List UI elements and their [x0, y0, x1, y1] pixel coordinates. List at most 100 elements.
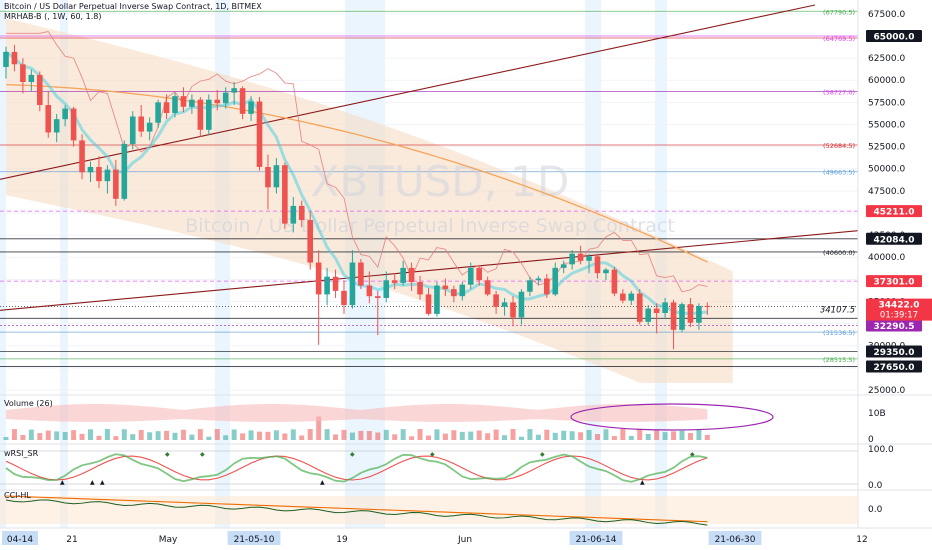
candle-body [3, 51, 9, 67]
volume-bar [62, 432, 68, 440]
candle-body [645, 308, 651, 322]
candle-body [53, 119, 60, 133]
volume-bar [434, 429, 440, 440]
candle-body [636, 293, 643, 322]
candle-body [341, 290, 347, 306]
volume-bar [637, 429, 643, 440]
volume-bar [45, 430, 51, 440]
candle-body [70, 108, 77, 141]
wrsi-pane-label: wRSI_SR [4, 449, 39, 458]
volume-bar [569, 431, 575, 440]
volume-bar [214, 429, 220, 440]
price-tag-label: 37301.0 [874, 278, 915, 288]
volume-bar [535, 434, 541, 440]
price-tag-label: 65000.0 [874, 32, 915, 42]
volume-bar [349, 432, 355, 440]
volume-bar [476, 430, 482, 440]
candle-body [20, 64, 26, 82]
x-tick-label: Jun [457, 535, 472, 545]
volume-bar [400, 429, 406, 440]
candle-body [425, 294, 432, 314]
symbol-title: Bitcoin / US Dollar Perpetual Inverse Sw… [4, 2, 262, 11]
candle-body [239, 88, 246, 114]
trendline-lower [0, 230, 859, 311]
volume-bar [375, 432, 381, 440]
candle-body [493, 294, 499, 307]
time-highlight-band [60, 0, 68, 528]
wrsi-axis-100: 100.0 [868, 445, 894, 455]
cci-axis-0: 0.0 [868, 505, 883, 515]
wrsi-line [5, 453, 708, 483]
candle-body [155, 102, 161, 123]
candle-body [62, 108, 68, 120]
time-label-highlight [227, 531, 281, 545]
volume-bar [138, 429, 144, 440]
candle-body [434, 285, 440, 314]
level-annotation: (58727.0) [823, 88, 855, 96]
volume-bar [628, 435, 634, 440]
y-tick-label: 50000.0 [868, 165, 905, 175]
volume-bar [11, 429, 17, 440]
level-annotation: (67790.5) [823, 8, 855, 16]
watermark-symbol: XBTUSD, 1D [311, 157, 570, 206]
candle-body [197, 99, 204, 130]
volume-bar [164, 430, 170, 440]
candle-body [248, 101, 254, 114]
volume-bar [459, 431, 465, 440]
candle-body [87, 166, 94, 173]
y-tick-label: 57500.0 [868, 98, 905, 108]
level-annotation: (49663.5) [823, 169, 855, 177]
volume-bar [620, 429, 626, 440]
volume-axis-10b: 10B [868, 409, 886, 419]
volume-bar [409, 436, 415, 440]
volume-bar [265, 431, 271, 440]
trendline-upper [0, 4, 816, 180]
volume-bar [671, 431, 677, 440]
price-tag-label: 45211.0 [874, 208, 915, 218]
volume-bar [502, 435, 508, 440]
x-tick-label: 21-06-30 [715, 535, 756, 545]
candle-body [146, 122, 153, 132]
level-annotation: (52684.5) [823, 142, 855, 150]
candle-body [569, 253, 575, 265]
volume-bar [333, 434, 339, 440]
candle-body [366, 285, 373, 297]
volume-bar [561, 430, 567, 440]
candle-body [189, 99, 195, 107]
price-tag-box [866, 360, 922, 373]
time-label-highlight [2, 531, 38, 545]
volume-bar [704, 434, 710, 440]
candle-body [28, 74, 35, 82]
candle-body [172, 96, 178, 113]
candle-body [417, 282, 423, 295]
wrsi-marker: ▲ [100, 479, 105, 486]
volume-bar [223, 435, 229, 440]
candle-body [467, 267, 474, 285]
x-tick-label: 12 [856, 535, 867, 545]
price-tag-label: 32290.5 [874, 322, 915, 332]
candle-body [662, 302, 668, 313]
volume-bar [358, 430, 364, 440]
wrsi-marker: ◆ [540, 451, 545, 458]
volume-axis-0: 0 [868, 435, 874, 445]
candle-body [552, 267, 559, 295]
candle-body [501, 302, 508, 307]
candle-body [687, 304, 694, 323]
candle-body [696, 305, 702, 323]
level-annotation: (40600.0) [823, 249, 855, 257]
candle-body [527, 280, 533, 292]
price-tag-label: 42084.0 [874, 235, 915, 245]
volume-bar [231, 429, 237, 440]
x-tick-label: 04-14 [7, 535, 33, 545]
volume-bar [696, 429, 702, 440]
time-highlight-band [0, 0, 6, 528]
candle-body [324, 276, 330, 295]
candle-body [577, 253, 584, 261]
price-tag-label: 29350.0 [874, 348, 915, 358]
volume-bar [113, 436, 119, 440]
wrsi-axis-0: 0.0 [868, 481, 883, 491]
candle-body [121, 143, 128, 199]
candle-body [391, 280, 398, 283]
candle-body [611, 269, 618, 294]
